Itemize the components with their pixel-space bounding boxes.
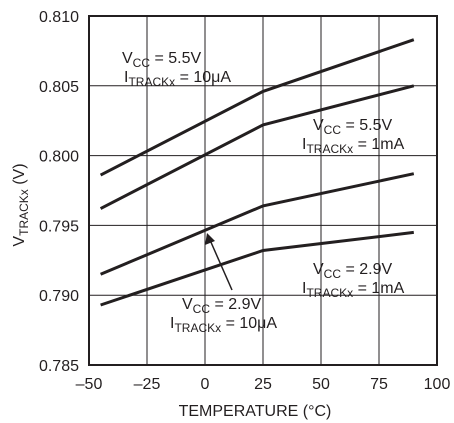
grid: [89, 16, 437, 365]
y-tick-label: 0.800: [39, 149, 79, 166]
x-tick-label: 25: [254, 376, 272, 393]
annotation-bg-2: [298, 113, 428, 157]
series-line-2: [99, 84, 415, 210]
x-tick-label: –25: [134, 376, 161, 393]
series-line-4: [100, 230, 414, 307]
plot-lines: [99, 38, 415, 307]
svg-text:ITRACKx = 1mA: ITRACKx = 1mA: [302, 136, 405, 156]
annotation-bg-3: [298, 257, 428, 301]
x-tick-label: 50: [312, 376, 330, 393]
svg-text:ITRACKx = 10μA: ITRACKx = 10μA: [170, 315, 277, 335]
annotation-vcc55-1ma: VCC = 5.5V ITRACKx = 1mA: [302, 117, 405, 156]
y-tick-label: 0.785: [39, 358, 79, 375]
y-tick-label: 0.810: [39, 9, 79, 26]
annotation-vcc55-10ua: VCC = 5.5V ITRACKx = 10μA: [122, 50, 231, 89]
annotation-vcc29-10ua: VCC = 2.9V ITRACKx = 10μA: [170, 296, 277, 335]
series-line-3: [100, 172, 415, 276]
x-axis-title: TEMPERATURE (°C): [179, 403, 332, 420]
annotation-bg-4: [166, 292, 298, 334]
y-tick-labels: 0.785 0.790 0.795 0.800 0.805 0.810: [39, 9, 79, 375]
x-tick-label: –50: [76, 376, 103, 393]
series-line-1: [99, 38, 415, 177]
svg-text:VCC = 2.9V: VCC = 2.9V: [313, 261, 392, 281]
x-tick-labels: –50 –25 0 25 50 75 100: [76, 376, 451, 393]
y-axis-title: VTRACKx (V): [11, 163, 31, 246]
annotation-arrow: [205, 233, 233, 291]
y-tick-label: 0.795: [39, 218, 79, 235]
svg-text:VCC = 5.5V: VCC = 5.5V: [313, 117, 392, 137]
x-tick-label: 100: [424, 376, 451, 393]
y-tick-label: 0.790: [39, 288, 79, 305]
annotation-vcc29-1ma: VCC = 2.9V ITRACKx = 1mA: [302, 261, 405, 300]
plot-frame: [88, 15, 438, 366]
y-tick-label: 0.805: [39, 79, 79, 96]
svg-text:ITRACKx = 10μA: ITRACKx = 10μA: [124, 69, 231, 89]
svg-text:VCC = 5.5V: VCC = 5.5V: [122, 50, 201, 70]
svg-text:ITRACKx = 1mA: ITRACKx = 1mA: [302, 280, 405, 300]
annotation-bg-1: [118, 46, 256, 90]
svg-text:VCC = 2.9V: VCC = 2.9V: [182, 296, 261, 316]
x-tick-label: 0: [201, 376, 210, 393]
x-tick-label: 75: [370, 376, 388, 393]
